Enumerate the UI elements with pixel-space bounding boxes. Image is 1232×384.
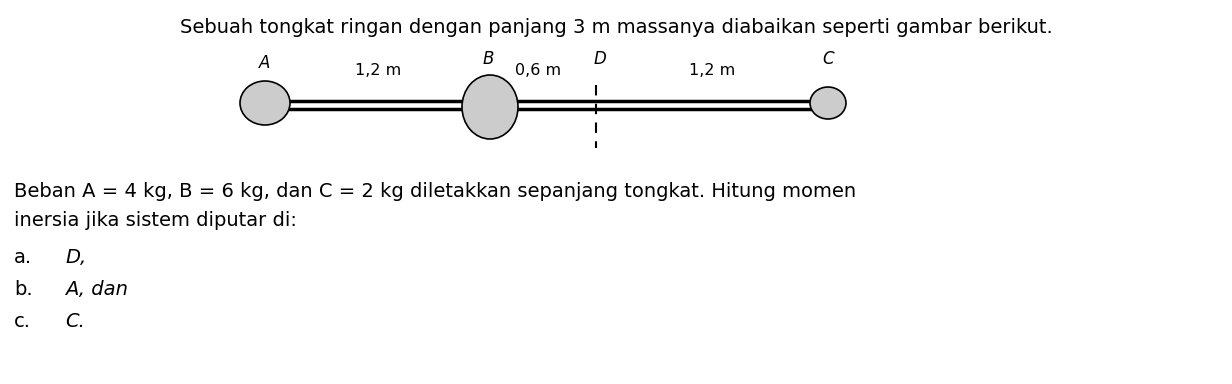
Text: inersia jika sistem diputar di:: inersia jika sistem diputar di: [14, 211, 297, 230]
Text: 0,6 m: 0,6 m [515, 63, 561, 78]
Text: Beban A = 4 kg, B = 6 kg, dan C = 2 kg diletakkan sepanjang tongkat. Hitung mome: Beban A = 4 kg, B = 6 kg, dan C = 2 kg d… [14, 182, 856, 201]
Text: A: A [259, 54, 271, 72]
Text: B: B [482, 50, 494, 68]
Ellipse shape [240, 81, 290, 125]
Text: 1,2 m: 1,2 m [355, 63, 402, 78]
Text: D,: D, [65, 248, 86, 267]
Text: a.: a. [14, 248, 32, 267]
Ellipse shape [462, 75, 517, 139]
Text: C.: C. [65, 312, 85, 331]
Text: A, dan: A, dan [65, 280, 128, 299]
Text: Sebuah tongkat ringan dengan panjang 3 m massanya diabaikan seperti gambar berik: Sebuah tongkat ringan dengan panjang 3 m… [180, 18, 1052, 37]
Ellipse shape [809, 87, 846, 119]
Text: C: C [822, 50, 834, 68]
Text: D: D [594, 50, 606, 68]
Text: b.: b. [14, 280, 32, 299]
Text: 1,2 m: 1,2 m [689, 63, 736, 78]
Text: c.: c. [14, 312, 31, 331]
